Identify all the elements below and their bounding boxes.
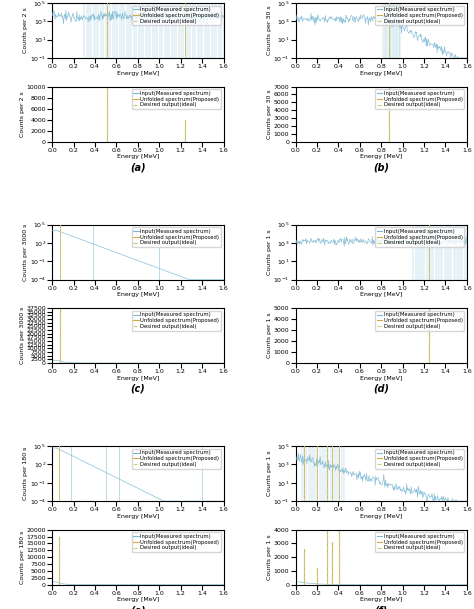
Y-axis label: Counts per 2 s: Counts per 2 s	[20, 91, 25, 137]
X-axis label: Energy [MeV]: Energy [MeV]	[117, 514, 159, 519]
Legend: Input(Measured spectrum), Unfolded spectrum(Proposed), Desired output(ideal): Input(Measured spectrum), Unfolded spect…	[132, 311, 221, 331]
Y-axis label: Counts per 2 s: Counts per 2 s	[23, 8, 28, 54]
X-axis label: Energy [MeV]: Energy [MeV]	[360, 376, 402, 381]
Y-axis label: Counts per 30 s: Counts per 30 s	[267, 5, 272, 55]
X-axis label: Energy [MeV]: Energy [MeV]	[360, 597, 402, 602]
Text: (e): (e)	[130, 605, 146, 609]
X-axis label: Energy [MeV]: Energy [MeV]	[117, 154, 159, 159]
Legend: Input(Measured spectrum), Unfolded spectrum(Proposed), Desired output(ideal): Input(Measured spectrum), Unfolded spect…	[132, 5, 221, 26]
Legend: Input(Measured spectrum), Unfolded spectrum(Proposed), Desired output(ideal): Input(Measured spectrum), Unfolded spect…	[132, 532, 221, 552]
Legend: Input(Measured spectrum), Unfolded spectrum(Proposed), Desired output(ideal): Input(Measured spectrum), Unfolded spect…	[132, 227, 221, 247]
Text: (f): (f)	[374, 605, 388, 609]
Text: (a): (a)	[130, 163, 146, 172]
Text: (b): (b)	[373, 163, 389, 172]
Y-axis label: Counts per 180 s: Counts per 180 s	[20, 530, 25, 584]
Y-axis label: Counts per 1 s: Counts per 1 s	[267, 534, 272, 580]
Y-axis label: Counts per 30 s: Counts per 30 s	[267, 90, 272, 139]
X-axis label: Energy [MeV]: Energy [MeV]	[360, 292, 402, 297]
X-axis label: Energy [MeV]: Energy [MeV]	[117, 292, 159, 297]
Legend: Input(Measured spectrum), Unfolded spectrum(Proposed), Desired output(ideal): Input(Measured spectrum), Unfolded spect…	[375, 311, 464, 331]
X-axis label: Energy [MeV]: Energy [MeV]	[117, 71, 159, 76]
Legend: Input(Measured spectrum), Unfolded spectrum(Proposed), Desired output(ideal): Input(Measured spectrum), Unfolded spect…	[375, 532, 464, 552]
X-axis label: Energy [MeV]: Energy [MeV]	[360, 154, 402, 159]
Legend: Input(Measured spectrum), Unfolded spectrum(Proposed), Desired output(ideal): Input(Measured spectrum), Unfolded spect…	[375, 5, 464, 26]
Y-axis label: Counts per 1 s: Counts per 1 s	[267, 313, 272, 359]
Text: (d): (d)	[373, 384, 389, 394]
Legend: Input(Measured spectrum), Unfolded spectrum(Proposed), Desired output(ideal): Input(Measured spectrum), Unfolded spect…	[375, 449, 464, 468]
Legend: Input(Measured spectrum), Unfolded spectrum(Proposed), Desired output(ideal): Input(Measured spectrum), Unfolded spect…	[132, 89, 221, 109]
Text: (c): (c)	[130, 384, 145, 394]
Y-axis label: Counts per 3000 s: Counts per 3000 s	[23, 224, 28, 281]
X-axis label: Energy [MeV]: Energy [MeV]	[360, 514, 402, 519]
X-axis label: Energy [MeV]: Energy [MeV]	[360, 71, 402, 76]
Legend: Input(Measured spectrum), Unfolded spectrum(Proposed), Desired output(ideal): Input(Measured spectrum), Unfolded spect…	[132, 449, 221, 468]
Y-axis label: Counts per 3000 s: Counts per 3000 s	[20, 307, 25, 364]
Y-axis label: Counts per 180 s: Counts per 180 s	[23, 447, 28, 501]
Y-axis label: Counts per 1 s: Counts per 1 s	[267, 451, 272, 496]
Legend: Input(Measured spectrum), Unfolded spectrum(Proposed), Desired output(ideal): Input(Measured spectrum), Unfolded spect…	[375, 227, 464, 247]
X-axis label: Energy [MeV]: Energy [MeV]	[117, 376, 159, 381]
Y-axis label: Counts per 1 s: Counts per 1 s	[267, 229, 272, 275]
Legend: Input(Measured spectrum), Unfolded spectrum(Proposed), Desired output(ideal): Input(Measured spectrum), Unfolded spect…	[375, 89, 464, 109]
X-axis label: Energy [MeV]: Energy [MeV]	[117, 597, 159, 602]
